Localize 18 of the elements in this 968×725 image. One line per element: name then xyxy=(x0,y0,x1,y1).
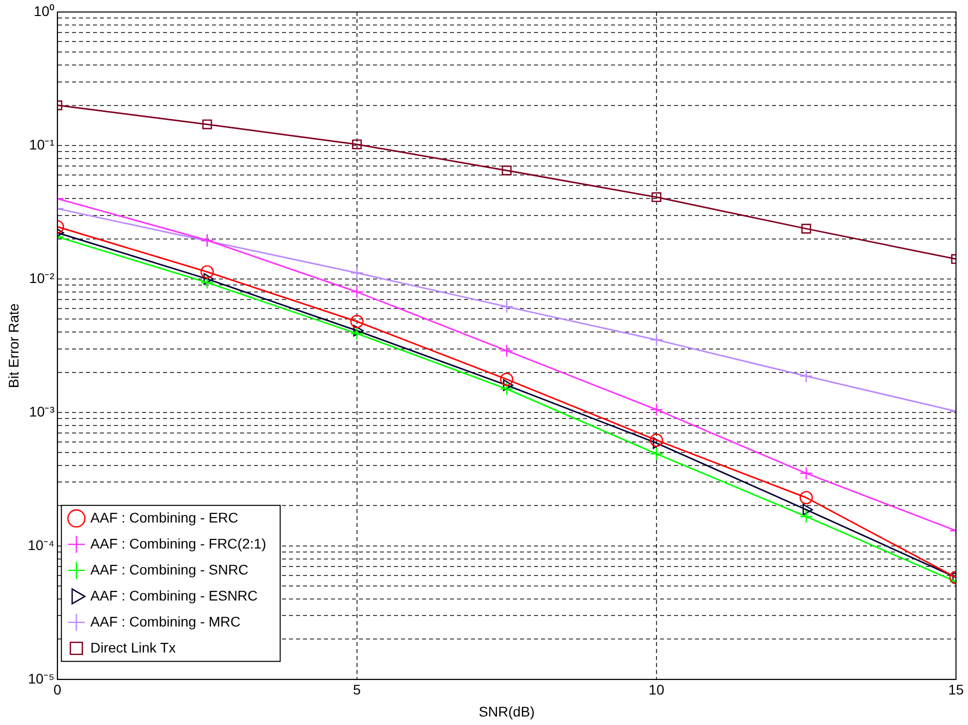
y-tick-label: 10⁻⁴ xyxy=(28,536,54,553)
y-tick-label: 10⁻³ xyxy=(29,403,55,420)
y-tick-label: 10⁻¹ xyxy=(29,136,55,152)
x-tick-label: 15 xyxy=(948,682,964,698)
x-tick-label: 5 xyxy=(353,682,362,698)
legend-label: AAF : Combining - MRC xyxy=(90,613,241,630)
legend-label: AAF : Combining - SNRC xyxy=(90,561,248,578)
x-tick-label: 10 xyxy=(648,682,664,698)
x-tick-label: 0 xyxy=(53,682,62,698)
y-tick-label: 10⁻² xyxy=(29,270,55,286)
y-axis-title: Bit Error Rate xyxy=(5,303,22,388)
legend-label: AAF : Combining - ESNRC xyxy=(90,587,258,604)
y-tick-label: 10⁰ xyxy=(34,2,54,19)
legend-label: Direct Link Tx xyxy=(90,639,176,656)
x-axis-title: SNR(dB) xyxy=(478,703,535,720)
legend-label: AAF : Combining - ERC xyxy=(90,509,238,526)
y-tick-label: 10⁻⁵ xyxy=(28,670,54,686)
legend-label: AAF : Combining - FRC(2:1) xyxy=(90,535,266,552)
